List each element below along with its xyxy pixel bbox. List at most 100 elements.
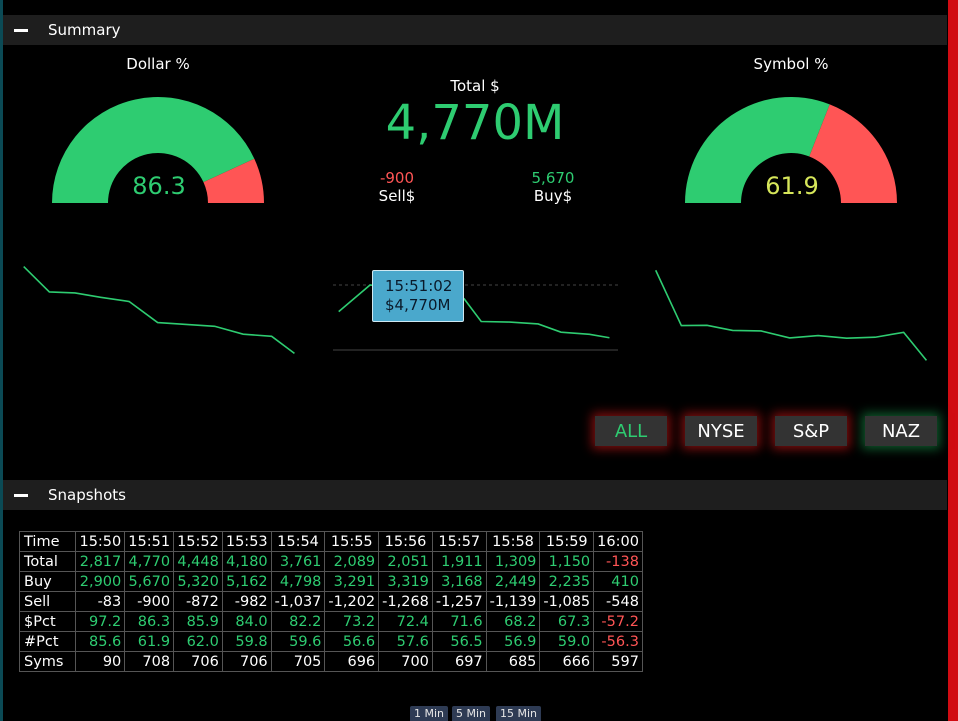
table-cell: 3,168 xyxy=(431,571,487,592)
table-cell: 2,089 xyxy=(324,551,380,572)
table-cell: 62.0 xyxy=(173,631,223,652)
table-cell: 2,900 xyxy=(75,571,126,592)
interval-5min-button[interactable]: 5 Min xyxy=(452,706,491,721)
table-cell: 2,235 xyxy=(539,571,595,592)
table-cell: -1,257 xyxy=(431,591,487,612)
table-cell: 597 xyxy=(593,651,643,672)
column-header: 15:52 xyxy=(173,531,223,552)
dollar-gauge-sell-arc xyxy=(203,158,264,203)
table-cell: 5,162 xyxy=(221,571,272,592)
table-cell: -138 xyxy=(593,551,643,572)
column-header: 15:57 xyxy=(431,531,487,552)
table-cell: 3,319 xyxy=(378,571,433,592)
column-header: 15:54 xyxy=(270,531,326,552)
dollar-gauge-buy-arc xyxy=(52,96,255,203)
exchange-sp-button[interactable]: S&P xyxy=(775,416,847,446)
table-cell: 71.6 xyxy=(431,611,487,632)
chart-tooltip: 15:51:02 $4,770M xyxy=(372,270,464,322)
table-cell: -1,085 xyxy=(539,591,595,612)
table-cell: 1,911 xyxy=(431,551,487,572)
table-cell: -57.2 xyxy=(593,611,643,632)
table-row: Sell -83 -900 -872 -982 -1,037 -1,202 -1,268 -1,… xyxy=(18,591,643,612)
table-cell: 3,761 xyxy=(270,551,326,572)
symbol-gauge-buy-arc xyxy=(685,96,830,203)
table-cell: 706 xyxy=(173,651,223,672)
table-cell: -1,037 xyxy=(270,591,326,612)
row-label: Buy xyxy=(18,571,77,592)
total-label: Total $ xyxy=(450,77,500,95)
column-header: 15:53 xyxy=(221,531,272,552)
window-left-edge xyxy=(0,0,3,721)
snapshots-section-title: Snapshots xyxy=(48,486,126,504)
table-cell: -872 xyxy=(173,591,223,612)
table-cell: 56.5 xyxy=(431,631,487,652)
table-cell: -1,202 xyxy=(324,591,380,612)
table-cell: 67.3 xyxy=(539,611,595,632)
table-cell: 73.2 xyxy=(324,611,380,632)
symbol-pct-sparkline xyxy=(654,269,928,361)
table-cell: 696 xyxy=(324,651,380,672)
tooltip-time: 15:51:02 xyxy=(385,277,453,295)
table-cell: 706 xyxy=(221,651,272,672)
table-cell: 85.9 xyxy=(173,611,223,632)
column-header: 15:58 xyxy=(485,531,541,552)
symbol-gauge-label: Symbol % xyxy=(753,55,829,73)
table-cell: 5,320 xyxy=(173,571,223,592)
symbol-gauge-value: 61.9 xyxy=(765,172,819,200)
dollar-gauge-value: 86.3 xyxy=(132,172,186,200)
summary-section-title: Summary xyxy=(48,21,121,39)
snapshots-section-header[interactable]: Snapshots xyxy=(3,480,947,510)
column-header: 15:56 xyxy=(378,531,433,552)
table-cell: 666 xyxy=(539,651,595,672)
buy-label: Buy$ xyxy=(533,187,573,205)
table-cell: -1,139 xyxy=(485,591,541,612)
symbol-gauge-sell-arc xyxy=(809,104,897,203)
table-cell: -1,268 xyxy=(378,591,433,612)
row-label: $Pct xyxy=(18,611,77,632)
summary-section-header[interactable]: Summary xyxy=(3,15,947,45)
table-cell: 697 xyxy=(431,651,487,672)
table-cell: 72.4 xyxy=(378,611,433,632)
row-label: #Pct xyxy=(18,631,77,652)
table-row: $Pct 97.2 86.3 85.9 84.0 82.2 73.2 72.4 71.6 68.2… xyxy=(18,611,643,632)
column-header: 15:50 xyxy=(75,531,126,552)
table-cell: 685 xyxy=(485,651,541,672)
table-cell: 705 xyxy=(270,651,326,672)
table-cell: 59.8 xyxy=(221,631,272,652)
table-cell: 56.6 xyxy=(324,631,380,652)
interval-1min-button[interactable]: 1 Min xyxy=(410,706,449,721)
minus-icon[interactable] xyxy=(14,28,28,32)
row-label: Syms xyxy=(18,651,77,672)
table-row: Buy 2,900 5,670 5,320 5,162 4,798 3,291 3,319 3,… xyxy=(18,571,643,592)
sparkline-series-line xyxy=(654,269,928,361)
exchange-naz-button[interactable]: NAZ xyxy=(865,416,937,446)
table-cell: 61.9 xyxy=(124,631,175,652)
exchange-nyse-button[interactable]: NYSE xyxy=(685,416,757,446)
table-cell: 82.2 xyxy=(270,611,326,632)
table-cell: -83 xyxy=(75,591,126,612)
table-cell: -900 xyxy=(124,591,175,612)
table-cell: -56.3 xyxy=(593,631,643,652)
table-cell: 85.6 xyxy=(75,631,126,652)
table-cell: 4,770 xyxy=(124,551,175,572)
exchange-all-button[interactable]: ALL xyxy=(595,416,667,446)
table-cell: 4,798 xyxy=(270,571,326,592)
table-cell: 59.0 xyxy=(539,631,595,652)
row-label: Total xyxy=(18,551,77,572)
minus-icon[interactable] xyxy=(14,493,28,497)
interval-15min-button[interactable]: 15 Min xyxy=(496,706,542,721)
table-row: #Pct 85.6 61.9 62.0 59.8 59.6 56.6 57.6 56.5 56.9… xyxy=(18,631,643,652)
table-cell: 97.2 xyxy=(75,611,126,632)
table-cell: 68.2 xyxy=(485,611,541,632)
row-label: Sell xyxy=(18,591,77,612)
table-cell: 2,051 xyxy=(378,551,433,572)
sell-label: Sell$ xyxy=(378,187,416,205)
table-cell: 4,448 xyxy=(173,551,223,572)
table-cell: 410 xyxy=(593,571,643,592)
column-header: 15:51 xyxy=(124,531,175,552)
table-row: Total 2,817 4,770 4,448 4,180 3,761 2,089 2,051… xyxy=(18,551,643,572)
table-cell: 3,291 xyxy=(324,571,380,592)
table-cell: -548 xyxy=(593,591,643,612)
window-right-edge xyxy=(948,0,958,721)
table-cell: 1,150 xyxy=(539,551,595,572)
